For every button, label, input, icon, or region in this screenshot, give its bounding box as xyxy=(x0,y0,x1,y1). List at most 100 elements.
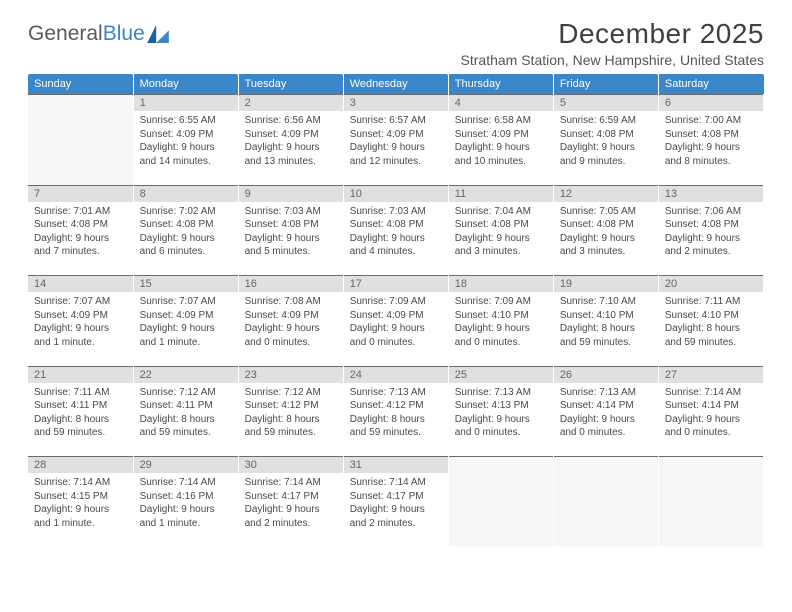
day-cell: Sunrise: 6:55 AMSunset: 4:09 PMDaylight:… xyxy=(133,111,238,185)
calendar-table: SundayMondayTuesdayWednesdayThursdayFrid… xyxy=(28,74,764,547)
sunset-line: Sunset: 4:08 PM xyxy=(665,128,757,142)
day-body-row: Sunrise: 7:11 AMSunset: 4:11 PMDaylight:… xyxy=(28,383,764,457)
sunrise-line: Sunrise: 7:11 AM xyxy=(665,295,757,309)
day-number: 2 xyxy=(238,95,343,112)
day-cell: Sunrise: 6:58 AMSunset: 4:09 PMDaylight:… xyxy=(448,111,553,185)
sunset-line: Sunset: 4:08 PM xyxy=(560,218,652,232)
day-cell: Sunrise: 7:03 AMSunset: 4:08 PMDaylight:… xyxy=(238,202,343,276)
daylight-line: Daylight: 9 hours and 3 minutes. xyxy=(455,232,547,259)
sunrise-line: Sunrise: 7:14 AM xyxy=(34,476,127,490)
day-number: 4 xyxy=(448,95,553,112)
daylight-line: Daylight: 9 hours and 10 minutes. xyxy=(455,141,547,168)
daylight-line: Daylight: 9 hours and 0 minutes. xyxy=(665,413,757,440)
day-number: 3 xyxy=(343,95,448,112)
weekday-header: Tuesday xyxy=(238,74,343,95)
sunset-line: Sunset: 4:11 PM xyxy=(140,399,232,413)
sunrise-line: Sunrise: 7:11 AM xyxy=(34,386,127,400)
sunrise-line: Sunrise: 7:09 AM xyxy=(350,295,442,309)
day-number: 28 xyxy=(28,457,133,474)
day-cell: Sunrise: 7:09 AMSunset: 4:09 PMDaylight:… xyxy=(343,292,448,366)
sunset-line: Sunset: 4:10 PM xyxy=(665,309,757,323)
daylight-line: Daylight: 9 hours and 0 minutes. xyxy=(455,413,547,440)
sunset-line: Sunset: 4:09 PM xyxy=(245,309,337,323)
daylight-line: Daylight: 8 hours and 59 minutes. xyxy=(245,413,337,440)
sunset-line: Sunset: 4:15 PM xyxy=(34,490,127,504)
sunrise-line: Sunrise: 6:59 AM xyxy=(560,114,652,128)
sunset-line: Sunset: 4:10 PM xyxy=(560,309,652,323)
sunrise-line: Sunrise: 7:13 AM xyxy=(560,386,652,400)
day-cell: Sunrise: 7:01 AMSunset: 4:08 PMDaylight:… xyxy=(28,202,133,276)
sunset-line: Sunset: 4:08 PM xyxy=(350,218,442,232)
sunset-line: Sunset: 4:14 PM xyxy=(665,399,757,413)
day-number: 19 xyxy=(553,276,658,293)
day-number-row: 28293031 xyxy=(28,457,764,474)
daylight-line: Daylight: 9 hours and 1 minute. xyxy=(140,503,232,530)
day-cell: Sunrise: 7:11 AMSunset: 4:10 PMDaylight:… xyxy=(658,292,763,366)
day-number: 5 xyxy=(553,95,658,112)
sunrise-line: Sunrise: 7:12 AM xyxy=(245,386,337,400)
daylight-line: Daylight: 9 hours and 12 minutes. xyxy=(350,141,442,168)
day-cell: Sunrise: 7:04 AMSunset: 4:08 PMDaylight:… xyxy=(448,202,553,276)
daylight-line: Daylight: 8 hours and 59 minutes. xyxy=(665,322,757,349)
daylight-line: Daylight: 9 hours and 0 minutes. xyxy=(560,413,652,440)
sunrise-line: Sunrise: 7:03 AM xyxy=(245,205,337,219)
daylight-line: Daylight: 8 hours and 59 minutes. xyxy=(350,413,442,440)
day-number: 31 xyxy=(343,457,448,474)
daylight-line: Daylight: 8 hours and 59 minutes. xyxy=(140,413,232,440)
sunset-line: Sunset: 4:09 PM xyxy=(350,309,442,323)
logo: GeneralBlue xyxy=(28,22,169,46)
daylight-line: Daylight: 9 hours and 1 minute. xyxy=(34,322,127,349)
day-cell: Sunrise: 7:05 AMSunset: 4:08 PMDaylight:… xyxy=(553,202,658,276)
daylight-line: Daylight: 9 hours and 2 minutes. xyxy=(245,503,337,530)
day-number: 26 xyxy=(553,366,658,383)
sunrise-line: Sunrise: 6:57 AM xyxy=(350,114,442,128)
day-cell: Sunrise: 6:56 AMSunset: 4:09 PMDaylight:… xyxy=(238,111,343,185)
daylight-line: Daylight: 9 hours and 0 minutes. xyxy=(350,322,442,349)
sunrise-line: Sunrise: 7:03 AM xyxy=(350,205,442,219)
day-number: 7 xyxy=(28,185,133,202)
weekday-header-row: SundayMondayTuesdayWednesdayThursdayFrid… xyxy=(28,74,764,95)
day-cell xyxy=(553,473,658,547)
sunrise-line: Sunrise: 7:04 AM xyxy=(455,205,547,219)
sunrise-line: Sunrise: 7:14 AM xyxy=(350,476,442,490)
sunset-line: Sunset: 4:09 PM xyxy=(350,128,442,142)
daylight-line: Daylight: 9 hours and 9 minutes. xyxy=(560,141,652,168)
day-number: 1 xyxy=(133,95,238,112)
day-number: 14 xyxy=(28,276,133,293)
daylight-line: Daylight: 8 hours and 59 minutes. xyxy=(560,322,652,349)
day-number: 17 xyxy=(343,276,448,293)
day-cell: Sunrise: 7:14 AMSunset: 4:17 PMDaylight:… xyxy=(343,473,448,547)
sunrise-line: Sunrise: 7:01 AM xyxy=(34,205,127,219)
day-cell: Sunrise: 7:13 AMSunset: 4:14 PMDaylight:… xyxy=(553,383,658,457)
sunset-line: Sunset: 4:08 PM xyxy=(245,218,337,232)
sunset-line: Sunset: 4:08 PM xyxy=(140,218,232,232)
day-number: 8 xyxy=(133,185,238,202)
month-title: December 2025 xyxy=(461,18,764,50)
sunrise-line: Sunrise: 7:14 AM xyxy=(140,476,232,490)
day-number: 12 xyxy=(553,185,658,202)
day-cell: Sunrise: 7:03 AMSunset: 4:08 PMDaylight:… xyxy=(343,202,448,276)
weekday-header: Saturday xyxy=(658,74,763,95)
calendar-body: 123456Sunrise: 6:55 AMSunset: 4:09 PMDay… xyxy=(28,95,764,548)
day-cell: Sunrise: 7:14 AMSunset: 4:15 PMDaylight:… xyxy=(28,473,133,547)
daylight-line: Daylight: 9 hours and 2 minutes. xyxy=(350,503,442,530)
day-number: 23 xyxy=(238,366,343,383)
day-cell xyxy=(28,111,133,185)
day-cell: Sunrise: 6:57 AMSunset: 4:09 PMDaylight:… xyxy=(343,111,448,185)
sunrise-line: Sunrise: 7:02 AM xyxy=(140,205,232,219)
sunset-line: Sunset: 4:14 PM xyxy=(560,399,652,413)
sunrise-line: Sunrise: 7:06 AM xyxy=(665,205,757,219)
day-number: 20 xyxy=(658,276,763,293)
day-number: 25 xyxy=(448,366,553,383)
day-cell: Sunrise: 7:07 AMSunset: 4:09 PMDaylight:… xyxy=(133,292,238,366)
sunset-line: Sunset: 4:08 PM xyxy=(560,128,652,142)
day-number: 9 xyxy=(238,185,343,202)
daylight-line: Daylight: 9 hours and 3 minutes. xyxy=(560,232,652,259)
sunrise-line: Sunrise: 7:09 AM xyxy=(455,295,547,309)
sunrise-line: Sunrise: 7:14 AM xyxy=(665,386,757,400)
day-cell: Sunrise: 7:14 AMSunset: 4:16 PMDaylight:… xyxy=(133,473,238,547)
daylight-line: Daylight: 9 hours and 13 minutes. xyxy=(245,141,337,168)
day-cell: Sunrise: 7:10 AMSunset: 4:10 PMDaylight:… xyxy=(553,292,658,366)
sunset-line: Sunset: 4:11 PM xyxy=(34,399,127,413)
sunrise-line: Sunrise: 7:13 AM xyxy=(455,386,547,400)
